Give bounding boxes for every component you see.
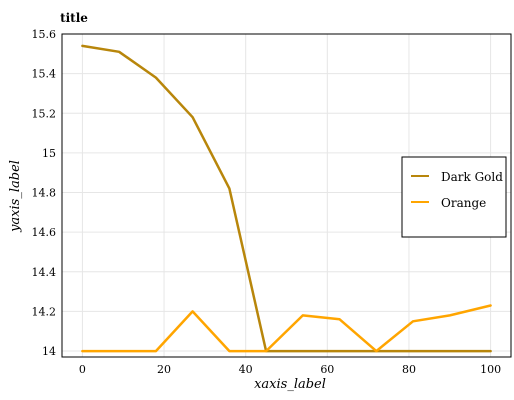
x-tick-label: 40 (239, 363, 253, 376)
legend-label-orange: Orange (441, 196, 486, 210)
y-tick-label: 15.6 (32, 28, 57, 41)
chart-title: title (60, 11, 88, 25)
legend: Dark Gold Orange (401, 156, 507, 238)
y-tick-label: 15.2 (32, 107, 57, 120)
x-tick-label: 20 (157, 363, 171, 376)
y-tick-label: 15.4 (32, 68, 57, 81)
legend-box (401, 156, 507, 238)
series-line-orange (81, 304, 492, 353)
series-line-dark-gold (81, 44, 492, 353)
y-axis-label: yaxis_label (8, 160, 23, 233)
y-axis-ticks: 14 14.2 14.4 14.6 14.8 15 15.2 15.4 15.6 (32, 28, 57, 358)
x-axis-label: xaxis_label (254, 377, 326, 392)
y-tick-label: 14.8 (32, 187, 57, 200)
y-tick-label: 14.6 (32, 226, 57, 239)
y-tick-label: 14 (42, 345, 56, 358)
plot-border (61, 33, 512, 358)
series-layer (81, 44, 492, 353)
y-tick-label: 14.2 (32, 305, 57, 318)
y-tick-label: 15 (42, 147, 56, 160)
x-tick-label: 60 (320, 363, 334, 376)
x-axis-ticks: 0 20 40 60 80 100 (79, 363, 501, 376)
legend-label-dark-gold: Dark Gold (441, 170, 503, 184)
y-tick-label: 14.4 (32, 266, 57, 279)
x-tick-label: 80 (402, 363, 416, 376)
x-tick-label: 100 (480, 363, 501, 376)
x-tick-label: 0 (79, 363, 86, 376)
